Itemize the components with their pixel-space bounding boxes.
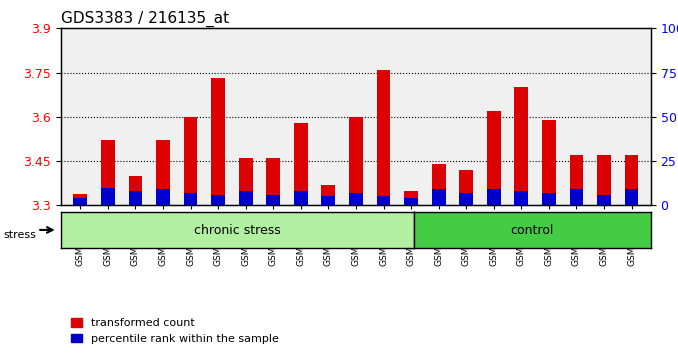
Bar bbox=[73, 198, 87, 205]
Bar bbox=[570, 155, 583, 205]
Bar bbox=[624, 189, 639, 205]
Bar bbox=[542, 120, 556, 205]
Bar bbox=[624, 155, 639, 205]
Bar bbox=[425, 28, 452, 205]
Bar bbox=[294, 123, 308, 205]
Bar bbox=[542, 193, 556, 205]
Bar bbox=[459, 193, 473, 205]
Bar bbox=[404, 198, 418, 205]
Bar bbox=[66, 28, 94, 205]
Bar bbox=[121, 28, 149, 205]
Bar bbox=[260, 28, 287, 205]
Bar bbox=[232, 28, 260, 205]
Bar bbox=[101, 188, 115, 205]
Bar bbox=[321, 185, 336, 205]
Bar bbox=[459, 170, 473, 205]
Bar bbox=[597, 195, 611, 205]
Bar bbox=[266, 158, 280, 205]
Bar bbox=[349, 117, 363, 205]
Bar bbox=[376, 70, 391, 205]
Bar bbox=[480, 28, 508, 205]
Bar bbox=[618, 28, 645, 205]
Bar bbox=[177, 28, 204, 205]
Bar bbox=[487, 111, 500, 205]
Bar bbox=[349, 193, 363, 205]
Bar bbox=[535, 28, 563, 205]
Bar bbox=[73, 194, 87, 205]
Bar bbox=[212, 79, 225, 205]
Bar bbox=[315, 28, 342, 205]
Bar bbox=[129, 176, 142, 205]
Bar bbox=[204, 28, 232, 205]
Bar bbox=[432, 189, 445, 205]
Bar bbox=[597, 155, 611, 205]
Bar bbox=[156, 141, 170, 205]
Bar bbox=[376, 196, 391, 205]
Text: stress: stress bbox=[3, 230, 36, 240]
Bar bbox=[94, 28, 121, 205]
Bar bbox=[294, 191, 308, 205]
Bar bbox=[184, 193, 197, 205]
Bar bbox=[591, 28, 618, 205]
Bar bbox=[508, 28, 535, 205]
Bar bbox=[156, 189, 170, 205]
Bar bbox=[184, 117, 197, 205]
Bar bbox=[397, 28, 425, 205]
Bar bbox=[239, 191, 253, 205]
Bar bbox=[563, 28, 591, 205]
Bar bbox=[321, 196, 336, 205]
Bar bbox=[370, 28, 397, 205]
Bar bbox=[515, 87, 528, 205]
Bar bbox=[404, 190, 418, 205]
Text: chronic stress: chronic stress bbox=[194, 224, 281, 236]
Bar bbox=[101, 141, 115, 205]
Bar bbox=[287, 28, 315, 205]
Text: control: control bbox=[511, 224, 554, 236]
Bar bbox=[342, 28, 370, 205]
Bar bbox=[487, 189, 500, 205]
Bar bbox=[515, 191, 528, 205]
Bar bbox=[149, 28, 177, 205]
Bar bbox=[452, 28, 480, 205]
Bar bbox=[432, 164, 445, 205]
Bar bbox=[239, 158, 253, 205]
Legend: transformed count, percentile rank within the sample: transformed count, percentile rank withi… bbox=[66, 314, 283, 348]
Bar bbox=[570, 189, 583, 205]
Bar bbox=[129, 191, 142, 205]
Bar bbox=[266, 195, 280, 205]
Text: GDS3383 / 216135_at: GDS3383 / 216135_at bbox=[61, 11, 229, 27]
Bar bbox=[212, 195, 225, 205]
